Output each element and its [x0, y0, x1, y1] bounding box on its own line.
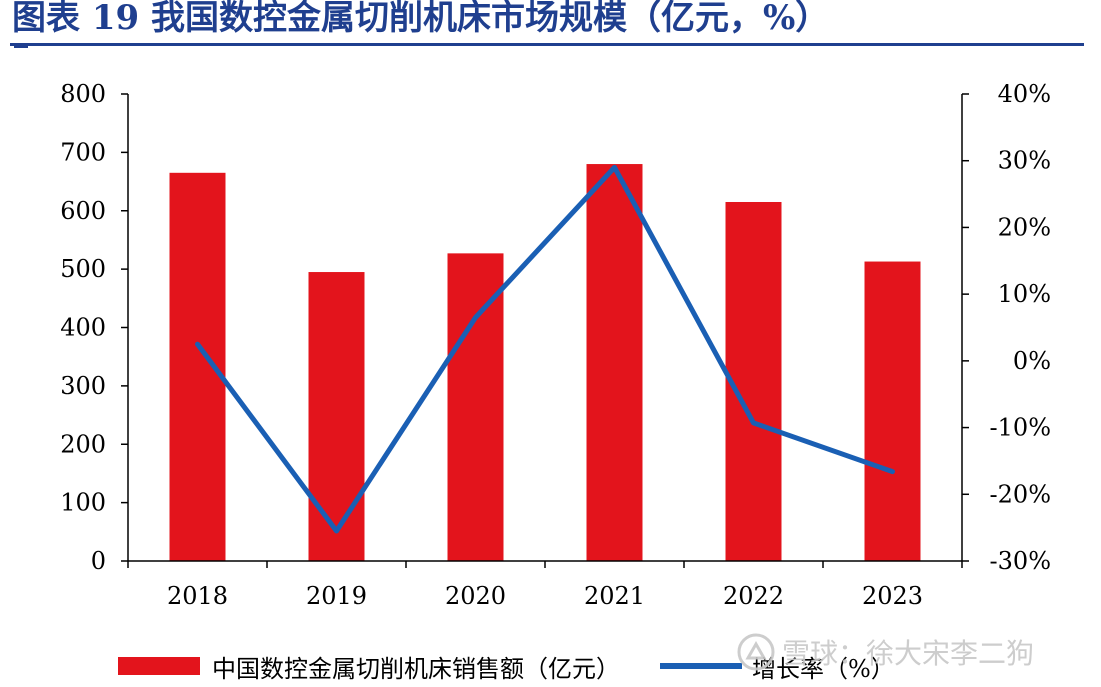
- y-right-tick-label: 0%: [1013, 347, 1051, 375]
- combo-chart: 0 100 200 300 400 500 600 700 800 -30% -20% -10% 0% 1…: [60, 80, 1051, 610]
- y-right-tick-label: 20%: [998, 213, 1051, 241]
- y-left-tick-label: 500: [60, 255, 106, 283]
- bar-2020: [447, 253, 504, 561]
- x-tick-label-2021: 2021: [584, 582, 645, 610]
- y-left-tick-label: 600: [60, 197, 106, 225]
- legend-label-growth: 增长率（%）: [752, 654, 895, 683]
- growth-line: [195, 164, 895, 534]
- x-tick-label-2018: 2018: [167, 582, 228, 610]
- y-left-tick-label: 200: [60, 430, 106, 458]
- legend-swatch-line: [660, 663, 742, 669]
- y-left-tick-label: 300: [60, 372, 106, 400]
- x-tick-label-2022: 2022: [723, 582, 784, 610]
- y-right-tick-label: 10%: [998, 280, 1051, 308]
- watermark: 雪球：徐大宋李二狗: [736, 630, 1034, 674]
- title-underline: [10, 43, 1084, 46]
- y-left-tick-label: 0: [91, 547, 106, 575]
- legend-item-growth: 增长率（%）: [620, 649, 895, 684]
- bar-2021: [586, 164, 643, 562]
- x-tick-label-2023: 2023: [862, 582, 923, 610]
- bar-2019: [308, 272, 365, 561]
- watermark-text: 雪球：徐大宋李二狗: [782, 637, 1035, 670]
- y-right-tick-label: -10%: [990, 414, 1051, 442]
- legend-label-sales: 中国数控金属切削机床销售额（亿元）: [212, 654, 620, 683]
- y-left-tick-label: 400: [60, 314, 106, 342]
- title-underline-notch: [14, 46, 28, 48]
- chart-title: 图表 19 我国数控金属切削机床市场规模（亿元，%）: [12, 0, 830, 38]
- bar-2022: [725, 201, 782, 561]
- x-tick-label-2020: 2020: [445, 582, 506, 610]
- y-left-tick-label: 800: [60, 80, 106, 108]
- snowball-logo-icon: [737, 633, 775, 671]
- y-left-tick-label: 100: [60, 489, 106, 517]
- y-right-tick-label: 30%: [998, 147, 1051, 175]
- x-tick-label-2019: 2019: [306, 582, 367, 610]
- legend-item-sales: 中国数控金属切削机床销售额（亿元）: [118, 649, 620, 684]
- legend: 中国数控金属切削机床销售额（亿元） 增长率（%）: [118, 648, 895, 684]
- y-right-tick-label: -20%: [990, 480, 1051, 508]
- bar-2023: [864, 261, 921, 561]
- y-right-tick-label: 40%: [998, 80, 1051, 108]
- legend-swatch-bar: [118, 657, 200, 675]
- y-left-tick-label: 700: [60, 138, 106, 166]
- y-right-tick-label: -30%: [990, 547, 1051, 575]
